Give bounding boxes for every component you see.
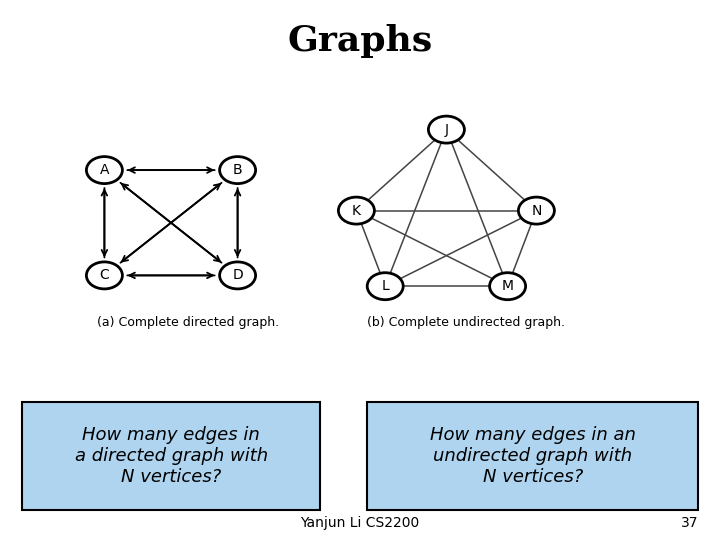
Text: D: D xyxy=(233,268,243,282)
Text: A: A xyxy=(99,163,109,177)
Text: K: K xyxy=(352,204,361,218)
Circle shape xyxy=(428,116,464,143)
FancyBboxPatch shape xyxy=(22,402,320,510)
Circle shape xyxy=(220,262,256,289)
Text: B: B xyxy=(233,163,243,177)
Circle shape xyxy=(220,157,256,184)
Text: (b) Complete undirected graph.: (b) Complete undirected graph. xyxy=(367,316,565,329)
Circle shape xyxy=(86,262,122,289)
Text: M: M xyxy=(502,279,513,293)
Circle shape xyxy=(490,273,526,300)
Circle shape xyxy=(518,197,554,224)
Text: 37: 37 xyxy=(681,516,698,530)
Text: N: N xyxy=(531,204,541,218)
Text: Graphs: Graphs xyxy=(287,24,433,58)
Circle shape xyxy=(367,273,403,300)
Text: How many edges in an
undirected graph with
N vertices?: How many edges in an undirected graph wi… xyxy=(430,427,636,486)
Text: (a) Complete directed graph.: (a) Complete directed graph. xyxy=(97,316,279,329)
Text: C: C xyxy=(99,268,109,282)
Circle shape xyxy=(86,157,122,184)
Text: How many edges in
a directed graph with
N vertices?: How many edges in a directed graph with … xyxy=(75,427,268,486)
FancyBboxPatch shape xyxy=(367,402,698,510)
Text: L: L xyxy=(382,279,389,293)
Circle shape xyxy=(338,197,374,224)
Text: J: J xyxy=(444,123,449,137)
Text: Yanjun Li CS2200: Yanjun Li CS2200 xyxy=(300,516,420,530)
